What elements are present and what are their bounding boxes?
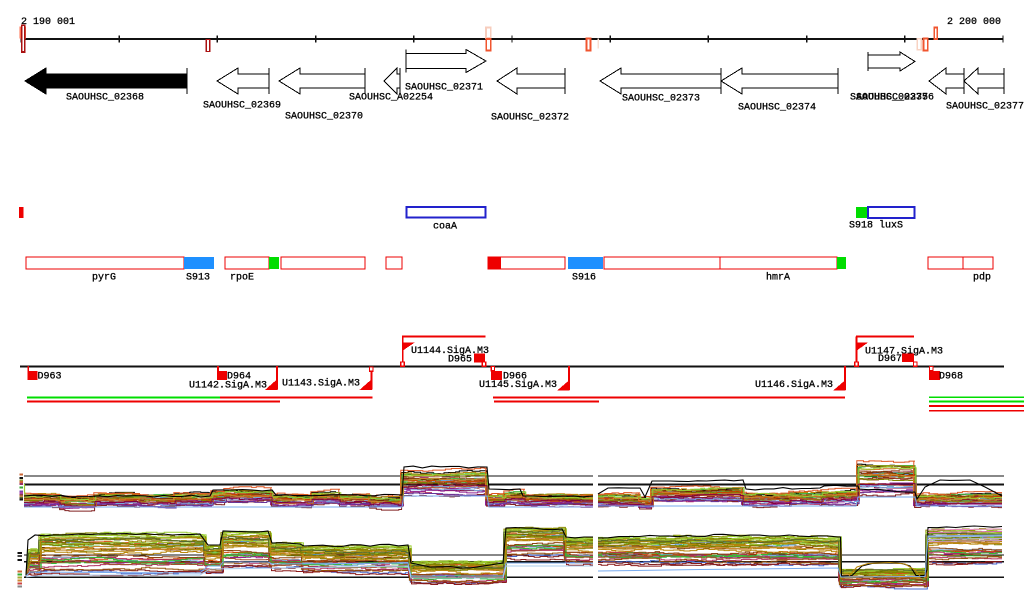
svg-text:SAOUHSC_02372: SAOUHSC_02372 xyxy=(491,112,569,124)
svg-text:D967: D967 xyxy=(878,353,902,365)
svg-text:SAOUHSC_02370: SAOUHSC_02370 xyxy=(285,111,363,123)
svg-text:SAOUHSC_02368: SAOUHSC_02368 xyxy=(66,92,144,104)
svg-text:D968: D968 xyxy=(939,371,963,383)
svg-text:rpoE: rpoE xyxy=(230,272,254,284)
svg-text:SAOUHSC_02369: SAOUHSC_02369 xyxy=(203,100,281,112)
svg-text:pyrG: pyrG xyxy=(92,272,116,284)
svg-text:U1147.SigA.M3: U1147.SigA.M3 xyxy=(865,346,943,358)
svg-text:2 200 000: 2 200 000 xyxy=(947,16,1001,28)
svg-text:SAOUHSC_02373: SAOUHSC_02373 xyxy=(622,93,700,105)
svg-text:2 190 001: 2 190 001 xyxy=(21,16,75,28)
svg-text:U1144.SigA.M3: U1144.SigA.M3 xyxy=(411,345,489,357)
svg-text:coaA: coaA xyxy=(433,221,458,233)
svg-text:D966: D966 xyxy=(503,371,527,383)
svg-text:S918 luxS: S918 luxS xyxy=(849,220,903,232)
svg-text:SAOUHSC_02376: SAOUHSC_02376 xyxy=(856,92,934,104)
svg-text:SAOUHSC_A02254: SAOUHSC_A02254 xyxy=(349,92,433,104)
svg-text:U1143.SigA.M3: U1143.SigA.M3 xyxy=(282,378,360,390)
svg-text:S913: S913 xyxy=(186,272,210,284)
svg-text:SAOUHSC_02374: SAOUHSC_02374 xyxy=(738,102,816,114)
svg-text:SAOUHSC_02375: SAOUHSC_02375 xyxy=(850,92,928,104)
svg-text:S916: S916 xyxy=(572,272,596,284)
svg-text:U1142.SigA.M3: U1142.SigA.M3 xyxy=(189,380,267,392)
svg-text:D964: D964 xyxy=(227,371,251,383)
svg-text:D963: D963 xyxy=(38,371,62,383)
svg-text:U1145.SigA.M3: U1145.SigA.M3 xyxy=(479,379,557,391)
svg-text:hmrA: hmrA xyxy=(766,272,791,284)
svg-text:pdp: pdp xyxy=(973,272,991,284)
svg-text:SAOUHSC_02377: SAOUHSC_02377 xyxy=(946,101,1024,113)
svg-text:U1146.SigA.M3: U1146.SigA.M3 xyxy=(755,379,833,391)
svg-text:SAOUHSC_02371: SAOUHSC_02371 xyxy=(405,82,483,94)
svg-text:D965: D965 xyxy=(448,354,472,366)
